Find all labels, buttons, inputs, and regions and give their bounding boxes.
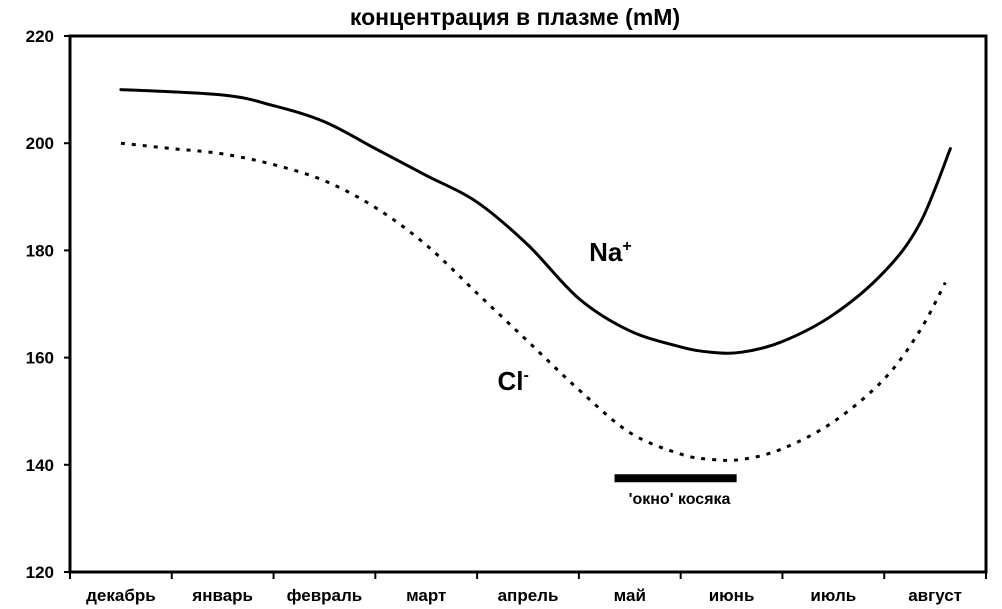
run-window-label: 'окно' косяка (629, 491, 731, 508)
label-cl: Cl- (497, 366, 528, 396)
x-axis: декабрь январь февраль март апрель май июнь июл… (69, 572, 987, 605)
x-tick-label: март (406, 586, 446, 605)
y-tick-label: 200 (26, 134, 54, 153)
annotations: 'окно' косяка (614, 474, 737, 508)
label-na: Na+ (589, 237, 632, 267)
series-line-cl (120, 141, 947, 462)
y-tick-label: 180 (26, 241, 54, 260)
x-tick-label: февраль (287, 586, 363, 605)
series-labels: Na+ Cl- (497, 237, 631, 396)
y-tick-label: 120 (26, 563, 54, 582)
y-tick-label: 220 (26, 27, 54, 46)
x-tick-label: май (614, 586, 646, 605)
y-tick-label: 160 (26, 349, 54, 368)
x-tick-label: июль (810, 586, 856, 605)
chart-title: концентрация в плазме (mM) (350, 4, 680, 30)
x-tick-label: август (908, 586, 962, 605)
series-line-na (119, 88, 952, 355)
plot-frame (68, 34, 988, 574)
x-tick-label: январь (191, 586, 253, 605)
x-tick-label: декабрь (86, 586, 156, 605)
x-tick-label: июнь (709, 586, 755, 605)
y-tick-label: 140 (26, 456, 54, 475)
x-tick-label: апрель (498, 586, 559, 605)
series-lines (119, 88, 952, 462)
y-axis: 120 140 160 180 200 220 (26, 27, 70, 582)
